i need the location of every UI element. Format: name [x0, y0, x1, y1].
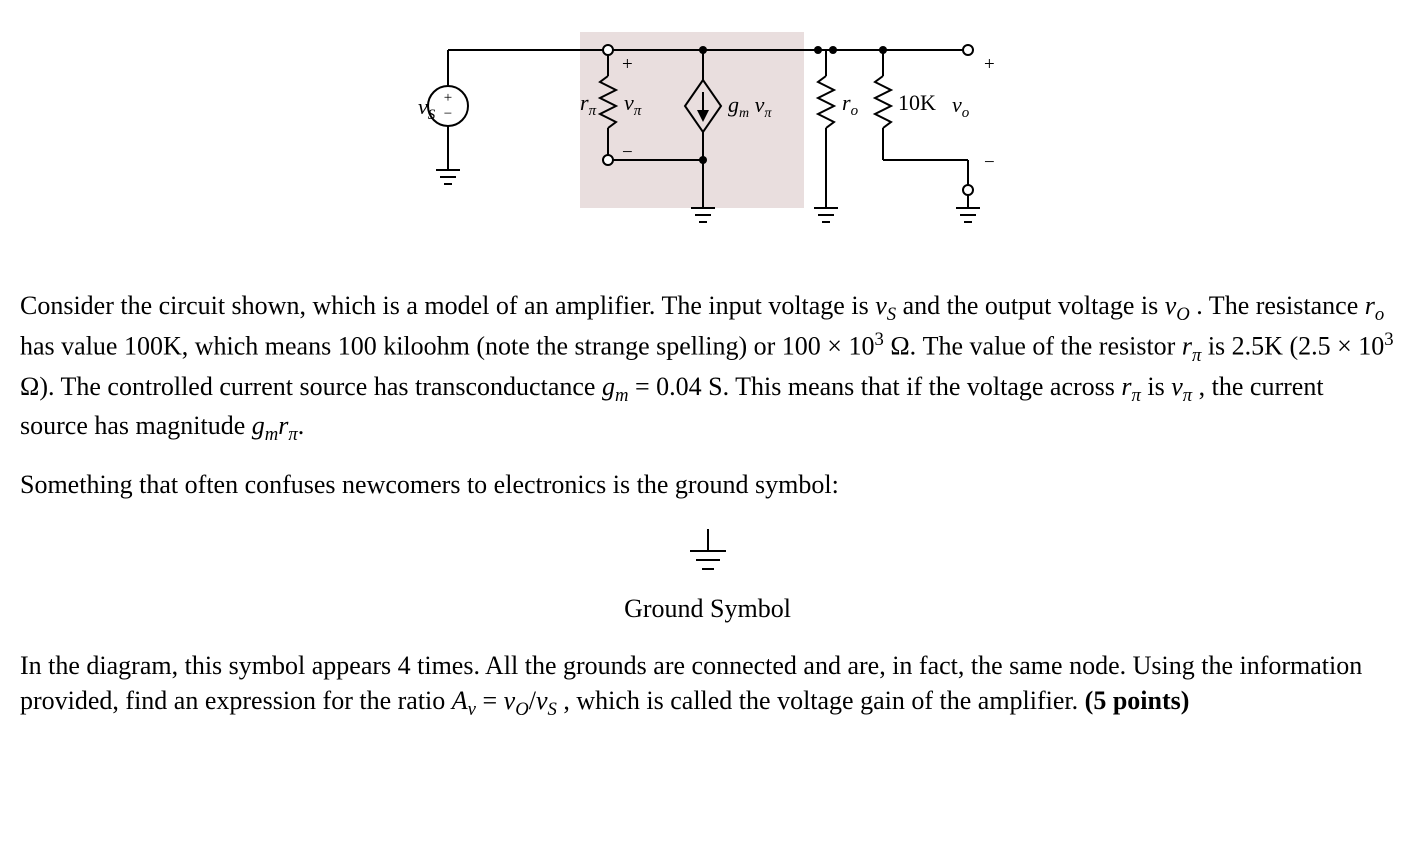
p1-gm2-sub: m: [265, 424, 279, 445]
ground-icon: [814, 208, 838, 222]
p1-rpi2: r: [1121, 372, 1131, 401]
p1-rpi3: r: [278, 411, 288, 440]
p3-slash: /: [529, 686, 536, 715]
node-rpi-bottom: [603, 155, 613, 165]
vo-minus: −: [984, 152, 995, 173]
p1-vpi: v: [1171, 372, 1183, 401]
p1-e: Ω. The value of the resistor: [890, 332, 1182, 361]
p3-Av-sub: v: [468, 699, 476, 720]
node-output-top: [963, 45, 973, 55]
paragraph-3: In the diagram, this symbol appears 4 ti…: [20, 648, 1395, 723]
p3-vS-sub: S: [548, 699, 557, 720]
junction-ro-top-2: [829, 46, 837, 54]
p1-f: is 2.5K (2.5 × 10: [1208, 332, 1384, 361]
p3-Av: A: [452, 686, 468, 715]
junction-ro-top: [814, 46, 822, 54]
p1-gm: g: [602, 372, 615, 401]
p1-exp3b: 3: [1384, 329, 1393, 350]
node-output-bottom: [963, 185, 973, 195]
p1-c: . The resistance: [1196, 291, 1364, 320]
label-ro: ro: [842, 90, 859, 119]
p1-h: = 0.04 S. This means that if the voltage…: [635, 372, 1121, 401]
p1-vo-sub: O: [1176, 304, 1190, 325]
paragraph-1: Consider the circuit shown, which is a m…: [20, 288, 1395, 447]
source-vs-plus: +: [443, 90, 451, 106]
p1-g: Ω). The controlled current source has tr…: [20, 372, 602, 401]
ground-symbol-svg: [678, 523, 738, 583]
circuit-diagram-container: + − vS + − rπ: [20, 10, 1395, 260]
p1-gm-sub: m: [615, 385, 629, 406]
p3-vO: v: [504, 686, 516, 715]
p1-vo: v: [1165, 291, 1177, 320]
p3-b: , which is called the voltage gain of th…: [563, 686, 1084, 715]
ground-icon: [436, 170, 460, 184]
p3-vO-sub: O: [515, 699, 529, 720]
p1-rpi3-sub: π: [288, 424, 297, 445]
ground-icon: [956, 208, 980, 222]
p1-a: Consider the circuit shown, which is a m…: [20, 291, 875, 320]
p1-vs: v: [875, 291, 887, 320]
vpi-plus: +: [622, 54, 633, 75]
node-rpi-top: [603, 45, 613, 55]
p1-k: .: [298, 411, 305, 440]
p1-vpi-sub: π: [1183, 385, 1192, 406]
p1-ro-sub: o: [1375, 304, 1384, 325]
paragraph-2: Something that often confuses newcomers …: [20, 467, 1395, 502]
ground-symbol-caption: Ground Symbol: [20, 594, 1395, 624]
p1-rpi-sub: π: [1192, 345, 1201, 366]
label-vs: vS: [418, 94, 436, 123]
resistor-ro: [818, 76, 834, 128]
amplifier-circuit-svg: + − vS + − rπ: [388, 10, 1028, 260]
p1-d: has value 100K, which means 100 kiloohm …: [20, 332, 874, 361]
resistor-10k: [875, 76, 891, 128]
p3-eq: =: [482, 686, 503, 715]
p1-exp3a: 3: [874, 329, 883, 350]
p1-i: is: [1147, 372, 1171, 401]
p1-vs-sub: S: [887, 304, 896, 325]
label-10k: 10K: [898, 90, 936, 115]
p3-vS: v: [536, 686, 548, 715]
p1-gm2: g: [252, 411, 265, 440]
p1-rpi: r: [1182, 332, 1192, 361]
ground-icon: [691, 208, 715, 222]
vo-plus: +: [984, 54, 995, 75]
page: + − vS + − rπ: [0, 0, 1415, 782]
ground-symbol-figure: [20, 523, 1395, 588]
p1-ro: r: [1365, 291, 1375, 320]
junction-dep-bottom: [699, 156, 707, 164]
source-vs-minus: −: [443, 106, 451, 122]
p1-b: and the output voltage is: [903, 291, 1165, 320]
label-vo: vo: [952, 92, 970, 121]
p1-rpi2-sub: π: [1132, 385, 1141, 406]
p3-points: (5 points): [1085, 686, 1190, 715]
